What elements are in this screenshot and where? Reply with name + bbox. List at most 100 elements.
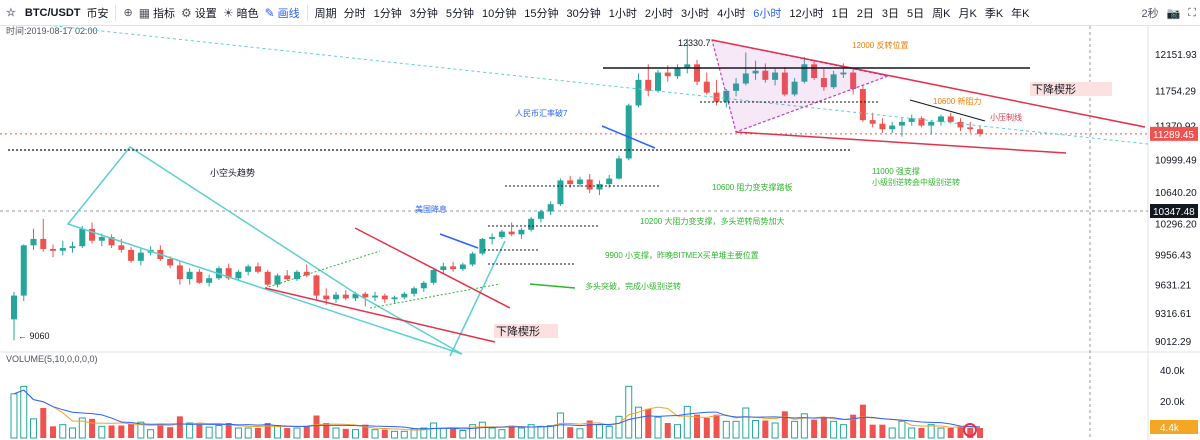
volume-bar <box>908 427 916 439</box>
volume-bar <box>10 393 18 439</box>
volume-bar <box>645 408 652 438</box>
interval-17[interactable]: 周K <box>932 7 951 20</box>
volume-bar <box>498 429 506 439</box>
interval-13[interactable]: 1日 <box>831 7 849 20</box>
volume-bar <box>732 420 740 439</box>
volume-bar <box>342 428 349 438</box>
volume-bar <box>879 424 886 438</box>
high-label: 12330.7 <box>678 38 711 48</box>
settings-button[interactable]: ⚙ 设置 <box>178 0 220 26</box>
draw-button[interactable]: ✎ 画线 <box>262 0 303 26</box>
candle-body <box>50 248 57 251</box>
candle-body <box>450 266 457 270</box>
interval-3[interactable]: 5分钟 <box>445 7 475 20</box>
volume-bar <box>147 429 155 439</box>
interval-11[interactable]: 6小时 <box>753 7 782 20</box>
volume-bar <box>430 422 438 439</box>
channel-edge <box>449 240 506 357</box>
interval-18[interactable]: 月K <box>958 7 977 20</box>
candle-body <box>830 74 837 88</box>
interval-6[interactable]: 30分钟 <box>566 7 601 20</box>
candle-body <box>479 238 486 254</box>
interval-16[interactable]: 5日 <box>907 7 925 20</box>
blue-arrow <box>601 125 656 149</box>
volume-bar <box>977 428 983 438</box>
interval-8[interactable]: 2小时 <box>644 7 674 20</box>
volume-bar <box>820 418 827 438</box>
candle-body <box>635 79 642 106</box>
camera-icon[interactable]: 📷 <box>1166 7 1181 20</box>
interval-4[interactable]: 10分钟 <box>482 7 517 20</box>
interval-1[interactable]: 1分钟 <box>373 7 402 20</box>
symbol-name[interactable]: BTC/USDT <box>24 6 81 19</box>
candle-body <box>498 231 505 238</box>
volume-bar <box>957 426 964 438</box>
sun-icon: ☀ <box>222 5 234 20</box>
price-tick: 9316.61 <box>1155 309 1192 320</box>
volume-bar <box>586 420 593 438</box>
pencil-icon: ✎ <box>264 5 275 20</box>
candlestick-chart[interactable]: 时间:2019-08-17 02:0012151.9311754.2911370… <box>0 26 1200 440</box>
interval-list: 分时 1分钟 3分钟 5分钟 10分钟 15分钟 30分钟 1小时 2小时 3小时 4小时 6小时 12… <box>340 0 1034 26</box>
interval-9[interactable]: 3小时 <box>681 7 710 20</box>
interval-5[interactable]: 15分钟 <box>524 7 559 20</box>
volume-bar <box>664 423 671 438</box>
interval-20[interactable]: 年K <box>1011 7 1030 20</box>
volume-bar <box>244 427 252 439</box>
volume-bar <box>323 423 330 438</box>
interval-2[interactable]: 3分钟 <box>409 7 438 20</box>
candle-body <box>781 72 788 95</box>
blue-arrow <box>439 233 479 249</box>
volume-bar <box>537 425 545 439</box>
volume-label: VOLUME(5,10,0,0,0,0) <box>6 354 98 364</box>
favorite-star-icon[interactable]: ☆ <box>6 7 16 19</box>
bear-channel <box>66 146 463 355</box>
candle-body <box>128 249 135 261</box>
theme-button[interactable]: ☀ 暗色 <box>220 0 262 26</box>
candle-body <box>947 116 954 122</box>
interval-14[interactable]: 2日 <box>856 7 874 20</box>
candle-body <box>59 248 66 251</box>
candle-body <box>303 271 310 276</box>
volume-bar <box>517 427 525 439</box>
candle-body <box>264 271 271 285</box>
volume-bar <box>293 427 301 439</box>
candle-body <box>40 238 47 249</box>
candle-body <box>235 271 242 279</box>
volume-bar <box>683 405 691 439</box>
volume-bar <box>937 427 945 439</box>
wedge-upper-line <box>354 227 511 309</box>
wedge-label-bg <box>494 324 558 338</box>
candle-body <box>20 245 27 296</box>
current-price-tag <box>1150 126 1198 141</box>
candle-body <box>937 116 944 122</box>
volume-tick: 4.4k <box>1160 423 1180 434</box>
interval-7[interactable]: 1小时 <box>608 7 637 20</box>
compare-icon[interactable]: ⊕ <box>123 7 133 19</box>
interval-15[interactable]: 3日 <box>881 7 900 20</box>
candle-body <box>362 293 369 298</box>
interval-0[interactable]: 分时 <box>343 7 366 20</box>
interval-19[interactable]: 季K <box>984 7 1004 20</box>
exchange-name: 币安 <box>86 7 109 20</box>
volume-bar <box>40 408 47 438</box>
candle-body <box>752 70 759 74</box>
candle-body <box>108 237 115 246</box>
volume-bar <box>254 428 261 438</box>
volume-bar <box>830 420 838 439</box>
candle-body <box>313 275 320 296</box>
draw-label: 画线 <box>277 7 300 20</box>
candle-body <box>879 123 886 130</box>
fullscreen-icon[interactable]: ⛶ <box>1188 6 1196 19</box>
candle-body <box>547 204 554 212</box>
candle-body <box>323 295 330 300</box>
indicators-button[interactable]: ▦ 指标 <box>136 0 178 26</box>
interval-12[interactable]: 12小时 <box>789 7 824 20</box>
annotation-pressure: 小压制线 <box>990 112 1022 122</box>
volume-bar <box>771 422 779 439</box>
volume-bar <box>98 425 106 439</box>
candle-body <box>537 211 544 219</box>
interval-10[interactable]: 4小时 <box>717 7 746 20</box>
volume-bar <box>137 421 145 439</box>
candle-body <box>918 118 925 126</box>
